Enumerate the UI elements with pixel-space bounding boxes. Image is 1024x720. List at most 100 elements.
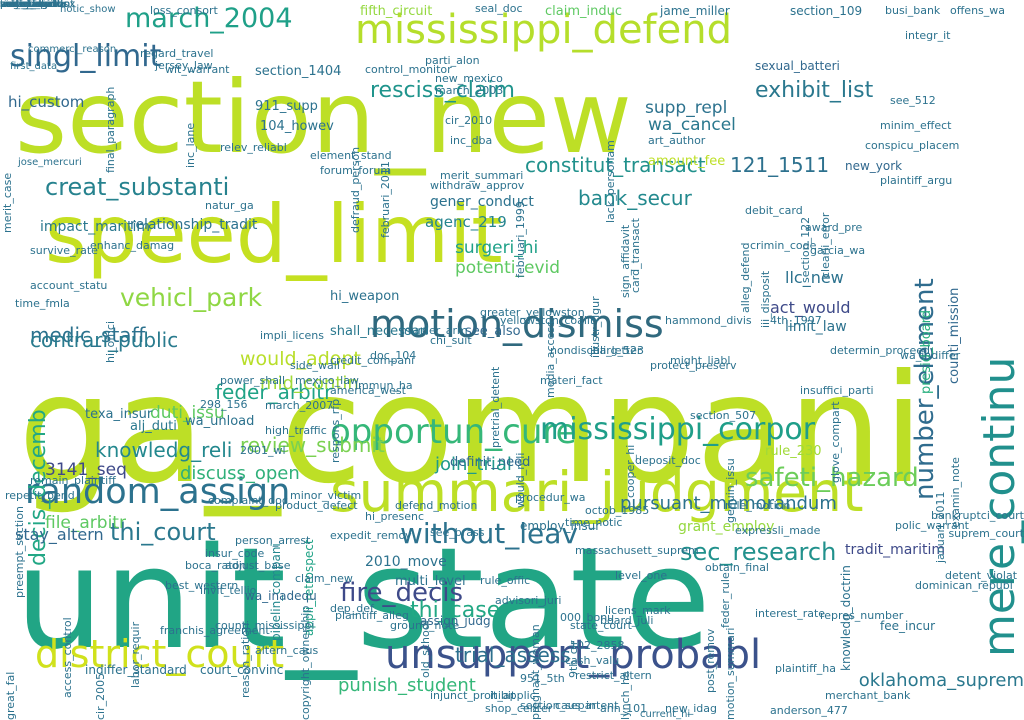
cloud-word: 4th_1997 xyxy=(770,314,822,327)
cloud-word: parti_alon xyxy=(425,54,480,67)
cloud-word: dep_def xyxy=(330,602,374,615)
cloud-word: caus_intent xyxy=(555,699,619,712)
cloud-word: 3141_seq xyxy=(45,460,127,480)
cloud-word: minim_effect xyxy=(880,119,952,132)
cloud-word: wit_warrant xyxy=(165,63,230,76)
cloud-word: assert_claim xyxy=(0,0,63,10)
cloud-word: would_reli xyxy=(514,452,527,508)
cloud-word: defend_motion xyxy=(395,499,478,512)
cloud-word: virgin_island xyxy=(0,0,63,10)
cloud-word: relev_reliabl xyxy=(220,141,287,154)
cloud-word: loss_consort xyxy=(150,4,218,17)
cloud-word: person_arrest xyxy=(235,534,311,547)
cloud-word: exhibit_list xyxy=(755,78,874,103)
cloud-word: mississippi_corpor xyxy=(540,412,816,447)
cloud-word: new_mexico xyxy=(435,72,503,85)
cloud-word: pursuant_memorandum xyxy=(620,493,837,514)
cloud-word: vehicl_park xyxy=(120,283,263,312)
cloud-word: defraud_person xyxy=(349,146,362,233)
cloud-word: ann_101 xyxy=(600,702,648,715)
cloud-word: sign_affidavit xyxy=(619,224,632,298)
cloud-word: claim_new xyxy=(295,572,353,585)
cloud-word: licens_mark xyxy=(605,604,671,617)
cloud-word: access_control xyxy=(61,617,74,698)
cloud-word: forum_forum xyxy=(320,164,392,177)
cloud-word: duti_issu xyxy=(150,403,225,423)
cloud-word: interest_rate xyxy=(755,607,826,620)
cloud-word: supp_repl xyxy=(645,98,728,118)
cloud-word: march_2004 xyxy=(125,3,293,34)
cloud-word: new_idag xyxy=(665,702,717,715)
cloud-word: contrari_public xyxy=(30,328,179,352)
cloud-word: suffici_evid xyxy=(0,0,56,10)
cloud-word: fire_decis xyxy=(340,578,464,608)
cloud-word: doc_104 xyxy=(370,349,417,362)
cloud-word: hi_custom xyxy=(8,93,85,111)
cloud-word: motion_dismiss xyxy=(370,302,664,346)
cloud-word: mexico_law xyxy=(295,374,359,387)
cloud-word: power_shall xyxy=(220,374,286,387)
cloud-word: review_submit xyxy=(240,433,385,457)
cloud-word: remain_plaintiff xyxy=(30,474,116,487)
cloud-word: section_122 xyxy=(799,216,812,283)
cloud-word: regard_travel xyxy=(140,47,214,60)
cloud-word: nondischarg_523 xyxy=(550,344,645,357)
cloud-word: random_assign xyxy=(25,472,291,512)
cloud-word: deposit_doc xyxy=(635,454,701,467)
cloud-word: side_wall xyxy=(290,359,340,372)
cloud-word: singl_limit xyxy=(10,39,162,74)
cloud-word: notic_show xyxy=(60,4,116,15)
cloud-word: pregnant_woman xyxy=(529,624,542,720)
cloud-word: control_monitor xyxy=(365,63,452,76)
cloud-word: unit_state xyxy=(15,518,711,681)
cloud-word: jersey_law xyxy=(155,59,213,72)
cloud-word: repres_number xyxy=(820,609,904,622)
cloud-word: feder_arbitr xyxy=(215,380,333,404)
cloud-word: mutual_parti xyxy=(0,0,64,10)
cloud-word: shall_necessari xyxy=(330,324,429,339)
cloud-word: district_court xyxy=(35,632,285,676)
cloud-word: cash_valu xyxy=(565,654,620,667)
cloud-word: discuss_open xyxy=(180,463,300,484)
cloud-word: wa_cancel xyxy=(648,115,736,135)
cloud-word: amount_fee xyxy=(648,154,726,169)
cloud-word: motion_summari xyxy=(724,627,737,720)
cloud-word: 000_bonu xyxy=(560,611,615,624)
cloud-word: time_fmla xyxy=(15,297,70,310)
cloud-word: juli_letter xyxy=(590,344,642,357)
cloud-word: massachusett_suprem xyxy=(575,544,699,557)
cloud-word: mid_contin xyxy=(260,373,359,394)
cloud-word: mississippi_defend xyxy=(355,7,732,53)
cloud-word: oklahoma_suprem xyxy=(858,670,1024,691)
cloud-word: sexual_batteri xyxy=(755,59,840,73)
cloud-word: wa_inadequ xyxy=(245,589,317,603)
cloud-word: invit_tellio xyxy=(200,584,257,597)
cloud-word: 9th_cir xyxy=(567,640,580,678)
cloud-word: limit_law xyxy=(785,319,847,335)
cloud-word: summari_judgment xyxy=(330,460,864,524)
cloud-word: enhanc_damag xyxy=(90,239,175,252)
cloud-word: it_applic xyxy=(490,689,536,702)
cloud-word: counti_mississippi xyxy=(215,619,315,632)
cloud-word: impact_maritim xyxy=(40,219,151,235)
cloud-word: advisori_juri xyxy=(495,594,562,607)
cloud-word: adjust_base xyxy=(225,559,291,572)
cloud-word: grant_employ xyxy=(678,519,775,535)
cloud-word: plaintiff_argu xyxy=(880,174,953,187)
cloud-word: high_traffic xyxy=(265,424,327,437)
cloud-word: act_would xyxy=(770,298,851,317)
cloud-word: hammond_divis xyxy=(665,314,752,327)
cloud-word: ga_compani xyxy=(18,343,925,517)
cloud-word: best_western xyxy=(165,579,239,592)
cloud-word: agenc_219 xyxy=(425,213,507,231)
cloud-word: section_new xyxy=(15,59,632,176)
cloud-word: credit_compani xyxy=(330,354,415,367)
cloud-word: februari_1999 xyxy=(514,201,527,278)
cloud-word: parti_franchis xyxy=(0,0,69,10)
cloud-word: anderson_477 xyxy=(770,704,848,717)
cloud-word: speed_limit xyxy=(45,188,503,281)
cloud-word: 298_156 xyxy=(200,398,248,411)
cloud-word: clearli_error xyxy=(819,212,832,278)
cloud-word: januari_2011 xyxy=(934,491,947,563)
cloud-word: natur_ga xyxy=(205,199,254,212)
